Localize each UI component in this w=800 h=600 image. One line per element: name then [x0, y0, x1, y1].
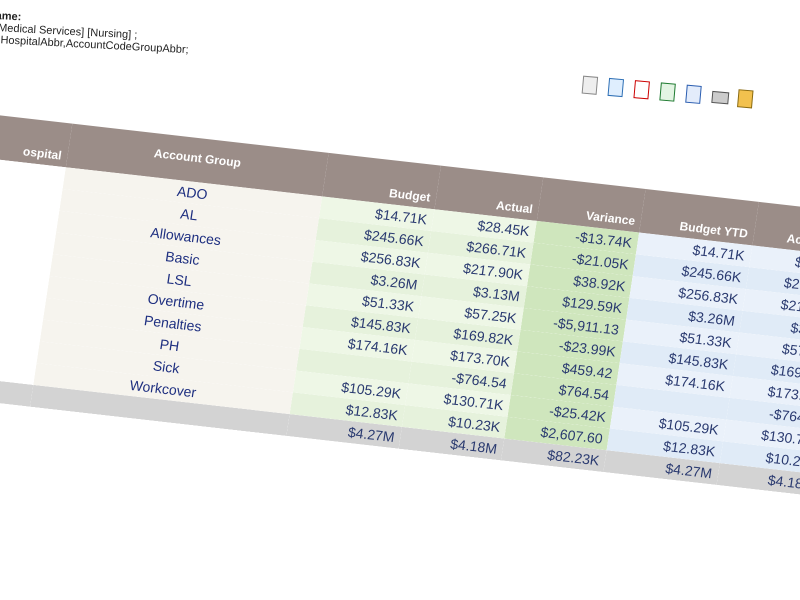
- icon-print[interactable]: [711, 90, 730, 105]
- icon-copy[interactable]: [737, 89, 754, 109]
- table-wrap: ospital Account Group Budget Actual Variance…: [0, 112, 800, 508]
- icon-refresh[interactable]: [607, 77, 625, 98]
- export-icons: [581, 75, 754, 109]
- icon-word[interactable]: [685, 84, 702, 104]
- report-header: ame: [Medical Services] [Nursing] ;: Hosp…: [0, 10, 190, 68]
- icon-settings[interactable]: [581, 75, 599, 95]
- column-header: ospital: [0, 112, 73, 168]
- report-table: ospital Account Group Budget Actual Variance…: [0, 112, 800, 508]
- icon-excel[interactable]: [659, 82, 676, 102]
- icon-pdf[interactable]: [633, 80, 650, 100]
